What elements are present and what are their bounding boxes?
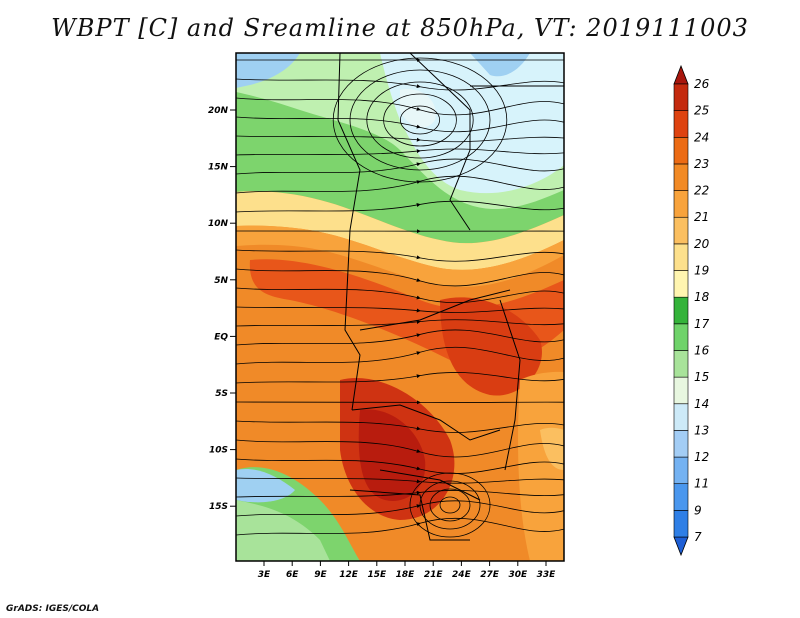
streamline	[236, 287, 564, 304]
lon-label: 12E	[339, 570, 359, 580]
streamline	[236, 78, 564, 91]
streamline	[236, 517, 564, 536]
lon-label: 24E	[452, 570, 472, 580]
map-title: WBPT [C] and Sreamline at 850hPa, VT: 20…	[51, 14, 749, 42]
streamline	[383, 93, 457, 147]
colorbar-swatch	[673, 456, 689, 485]
lon-label: 27E	[480, 570, 500, 580]
streamline	[236, 490, 564, 498]
colorbar-arrow-low	[673, 536, 689, 557]
colorbar-label: 22	[694, 184, 709, 198]
streamline	[236, 477, 564, 484]
colorbar-label: 11	[694, 477, 709, 491]
colorbar-label: 24	[694, 130, 709, 144]
streamline	[236, 306, 564, 313]
longitude-labels: 3E 6E 9E 12E 15E 18E 21E 24E 27E 30E 33E	[258, 561, 556, 580]
colorbar-label: 21	[694, 210, 709, 224]
colorbar-swatch	[673, 430, 689, 458]
colorbar-label: 16	[694, 343, 710, 357]
streamline	[332, 57, 508, 183]
lat-label: 20N	[208, 106, 229, 116]
colorbar-label: 25	[694, 104, 709, 118]
lon-label: 9E	[314, 570, 327, 580]
streamline	[236, 329, 564, 346]
lon-label: 6E	[286, 570, 299, 580]
streamline	[236, 200, 564, 213]
colorbar-arrow-high	[673, 64, 689, 85]
colorbar-label: 7	[694, 530, 702, 544]
lat-label: 5N	[214, 276, 228, 286]
lat-label: 15N	[208, 163, 229, 173]
streamline	[409, 472, 491, 538]
colorbar-swatch	[673, 83, 689, 111]
colorbar-swatch	[673, 270, 689, 298]
lat-label: 5S	[215, 389, 228, 399]
lon-label: 3E	[258, 570, 271, 580]
lat-label: 10N	[208, 219, 229, 229]
colorbar-swatch	[673, 190, 689, 218]
colorbar-swatch	[673, 110, 689, 138]
latitude-labels: 20N 15N 10N 5N EQ 5S 10S 15S	[208, 106, 236, 512]
streamline	[236, 116, 564, 133]
colorbar-label: 26	[694, 77, 710, 91]
lon-label: 33E	[537, 570, 557, 580]
streamline	[236, 458, 564, 474]
colorbar-label: 18	[694, 290, 710, 304]
streamline	[366, 81, 474, 159]
colorbar-label: 15	[694, 370, 709, 384]
colorbar-swatch	[673, 483, 689, 511]
streamline	[236, 372, 564, 384]
colorbar-swatch	[673, 136, 689, 165]
streamline	[236, 135, 564, 143]
streamlines	[236, 57, 564, 538]
lon-label: 18E	[396, 570, 416, 580]
lon-label: 21E	[424, 570, 444, 580]
lat-label: 10S	[209, 446, 228, 456]
colorbar-label: 17	[694, 317, 710, 331]
colorbar-swatch	[673, 296, 689, 325]
streamline	[236, 319, 564, 327]
streamline	[236, 249, 564, 262]
colorbar-swatch	[673, 403, 689, 431]
colorbar-swatch	[673, 350, 689, 378]
streamline	[236, 175, 564, 194]
streamline	[236, 346, 564, 365]
streamline	[236, 97, 564, 116]
colorbar-label: 9	[694, 503, 702, 517]
streamline	[236, 158, 564, 175]
lat-label: 15S	[209, 502, 228, 512]
temperature-field	[236, 53, 564, 561]
lon-label: 15E	[367, 570, 387, 580]
streamline	[349, 69, 491, 171]
streamline	[236, 400, 564, 405]
colorbar-swatch	[673, 243, 689, 271]
colorbar-swatch	[673, 510, 689, 538]
streamline	[429, 488, 471, 522]
lat-label: EQ	[214, 332, 228, 342]
colorbar-label: 12	[694, 450, 709, 464]
streamline	[236, 148, 564, 156]
country-borders	[337, 53, 564, 541]
streamline	[236, 268, 564, 287]
map-frame	[235, 52, 565, 562]
colorbar-swatch	[673, 216, 689, 245]
streamline	[236, 439, 564, 458]
streamline	[419, 480, 481, 530]
lon-label: 30E	[508, 570, 528, 580]
colorbar-label: 19	[694, 264, 709, 278]
colorbar-swatch	[673, 323, 689, 351]
colorbar-label: 13	[694, 423, 709, 437]
streamline	[236, 420, 564, 433]
credit-label: GrADS: IGES/COLA	[6, 604, 100, 614]
colorbar-swatch	[673, 376, 689, 405]
colorbar-label: 23	[694, 157, 709, 171]
colorbar-label: 20	[694, 237, 710, 251]
colorbar: 7 9 11 12 13 14 15 16 17 18 19 20 21 22 23 24 25 26	[673, 64, 710, 557]
colorbar-label: 14	[694, 397, 709, 411]
streamline	[399, 105, 440, 135]
streamline	[439, 496, 461, 514]
colorbar-swatch	[673, 163, 689, 191]
